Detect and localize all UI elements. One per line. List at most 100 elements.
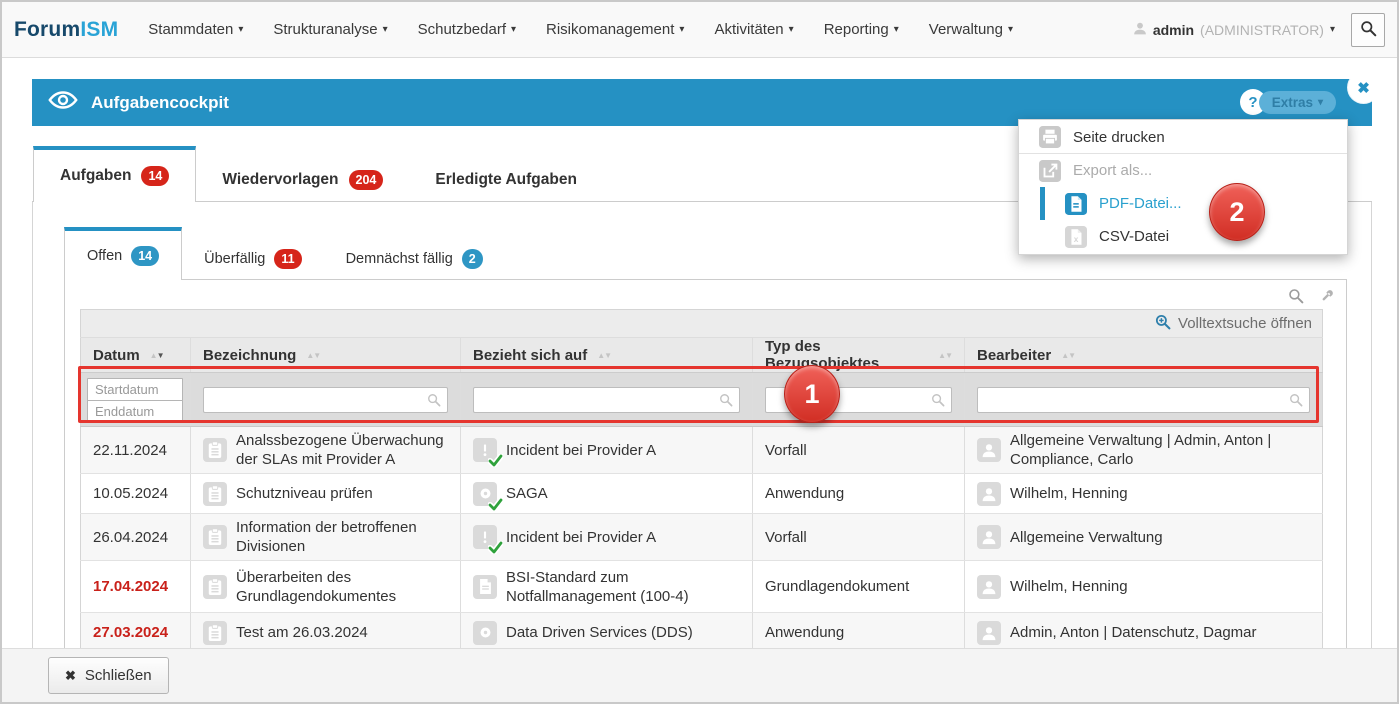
main-tab[interactable]: Aufgaben 14 [33,146,197,202]
tab-label: Aufgaben [60,167,132,184]
table-row[interactable]: 17.04.2024 Überarbeiten des Grundlagendo… [80,560,1323,613]
extras-menu: Seite drucken Export als... PDF-Datei...… [1018,119,1348,255]
column-header-label: Bezieht sich auf [473,346,588,364]
menu-item-icon [1065,192,1087,215]
cell-bezug: SAGA [460,473,753,514]
chevron-down-icon: ▾ [238,24,244,35]
cell-bezug: Data Driven Services (DDS) [460,612,753,653]
panel-close-button[interactable]: ✖ [1348,72,1379,103]
nav-menu-item[interactable]: Stammdaten ▾ [148,21,243,38]
search-icon [931,393,945,411]
cell-typ: Vorfall [752,426,965,474]
top-nav: ForumISM Stammdaten ▾ Strukturanalyse ▾ … [2,2,1397,58]
nav-menu-item-label: Strukturanalyse [273,21,378,38]
user-role: (ADMINISTRATOR) [1200,21,1324,38]
column-header-label: Bezeichnung [203,346,297,364]
column-header[interactable]: Typ des Bezugsobjektes ▲▼ [752,337,965,373]
typ-filter-input[interactable] [765,386,952,413]
bezeichnung-filter-input[interactable] [203,386,448,413]
cell-bezug: Incident bei Provider A [460,513,753,561]
search-icon [1360,20,1377,40]
menu-item[interactable]: PDF-Datei... [1019,187,1347,220]
extras-button[interactable]: Extras ▾ [1258,91,1336,114]
chevron-down-icon: ▾ [679,24,685,35]
nav-menu-item[interactable]: Reporting ▾ [824,21,899,38]
menu-item[interactable]: x CSV-Datei [1019,220,1347,253]
column-header[interactable]: Bezieht sich auf ▲▼ [460,337,753,373]
nav-menu-item[interactable]: Strukturanalyse ▾ [273,21,387,38]
chevron-down-icon: ▾ [1329,24,1335,35]
tab-count-badge: 2 [461,249,483,269]
cell-bearbeiter: Wilhelm, Henning [963,560,1323,613]
task-icon [203,574,227,599]
table-head-row: Datum ▲▼ Bezeichnung ▲▼ Bezieht sich auf… [80,337,1323,373]
table-row[interactable]: 22.11.2024 Analssbezogene Überwachung de… [80,426,1323,474]
logo-part2: ISM [80,17,119,41]
eye-icon [48,90,78,115]
tasks-table: Volltextsuche öffnen Datum ▲▼ Bezeichnun… [80,309,1324,653]
fulltext-search-link[interactable]: Volltextsuche öffnen [1155,314,1312,334]
task-icon [203,438,227,462]
check-icon [487,453,504,468]
wrench-icon[interactable] [1319,287,1336,304]
user-menu[interactable]: admin (ADMINISTRATOR) ▾ [1133,21,1335,38]
sub-tab[interactable]: Demnächst fällig 2 [324,239,505,279]
nav-menu-item[interactable]: Schutzbedarf ▾ [418,21,516,38]
bezug-icon [473,525,504,555]
cell-bezug: BSI-Standard zum Notfallmanagement (100-… [460,560,753,613]
nav-menu-item[interactable]: Verwaltung ▾ [929,21,1013,38]
table-row[interactable]: 26.04.2024 Information der betroffenen D… [80,513,1323,561]
chevron-down-icon: ▾ [1007,24,1014,35]
cell-bearbeiter: Allgemeine Verwaltung | Admin, Anton | C… [963,426,1323,474]
person-icon [977,525,1001,549]
tab-content: Offen 14 Überfällig 11 Demnächst fällig … [32,202,1372,657]
bezug-icon [473,574,497,599]
column-header[interactable]: Bezeichnung ▲▼ [190,337,461,373]
table-row[interactable]: 27.03.2024 Test am 26.03.2024 Data Drive… [80,612,1323,653]
menu-item[interactable]: Export als... [1019,154,1347,187]
fulltext-search-label: Volltextsuche öffnen [1178,315,1313,332]
cell-datum: 27.03.2024 [80,612,191,653]
tab-label: Demnächst fällig [345,251,453,267]
menu-item-label: PDF-Datei... [1099,195,1182,212]
sort-icon: ▲▼ [306,350,321,360]
sub-tab[interactable]: Offen 14 [64,227,183,280]
nav-menu-item-label: Schutzbedarf [417,21,506,38]
cell-bezeichnung: Schutzniveau prüfen [190,473,461,514]
end-date-input[interactable] [87,399,183,423]
main-tab[interactable]: Erledigte Aufgaben [409,159,603,201]
main-tabs: Aufgaben 14 Wiedervorlagen 204 Erledigte… [32,146,1372,202]
logo-part1: Forum [14,17,81,41]
global-search-button[interactable] [1351,12,1385,47]
cell-bearbeiter: Wilhelm, Henning [963,473,1323,514]
start-date-input[interactable] [87,377,183,401]
bearbeiter-filter-input[interactable] [977,386,1311,413]
tab-count-badge: 204 [348,170,384,190]
extras-label: Extras [1271,95,1313,110]
close-panel-button[interactable]: ✖ Schließen [48,657,169,694]
search-icon[interactable] [1288,288,1304,304]
column-header[interactable]: Bearbeiter ▲▼ [963,337,1323,373]
column-header[interactable]: Datum ▲▼ [80,337,191,373]
column-header-label: Typ des Bezugsobjektes [765,338,880,372]
bezug-filter-input[interactable] [473,386,740,413]
search-icon [719,393,733,411]
nav-menu-item-label: Aktivitäten [714,21,784,38]
chevron-down-icon: ▾ [788,24,794,35]
date-filter-cell [80,372,191,427]
main-tab[interactable]: Wiedervorlagen 204 [196,159,409,201]
nav-menu-item[interactable]: Aktivitäten ▾ [714,21,793,38]
cell-bezug: Incident bei Provider A [460,426,753,474]
sub-tab[interactable]: Überfällig 11 [182,239,323,279]
cell-bezeichnung: Test am 26.03.2024 [190,612,461,653]
tab-label: Überfällig [204,251,266,267]
cell-typ: Anwendung [752,612,965,653]
chevron-down-icon: ▾ [382,24,388,35]
app-logo[interactable]: ForumISM [14,18,118,42]
menu-item[interactable]: Seite drucken [1019,121,1347,154]
table-row[interactable]: 10.05.2024 Schutzniveau prüfen SAGA Anwe… [80,473,1323,514]
tab-count-badge: 14 [131,245,160,266]
nav-menu-item[interactable]: Risikomanagement ▾ [546,21,684,38]
sort-icon: ▲▼ [938,350,953,360]
nav-menu: Stammdaten ▾ Strukturanalyse ▾ Schutzbed… [148,21,1013,38]
